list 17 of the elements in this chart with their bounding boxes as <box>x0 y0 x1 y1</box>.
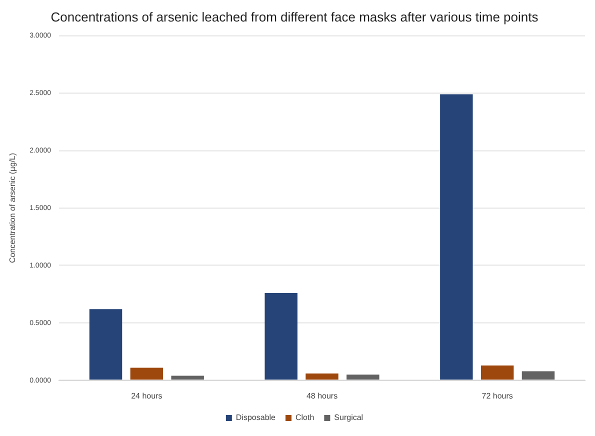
legend-label: Surgical <box>334 413 364 422</box>
bar <box>480 365 514 380</box>
bar <box>306 374 338 380</box>
bar <box>130 368 164 380</box>
legend-label: Cloth <box>296 413 314 422</box>
x-tick-label: 48 hours <box>306 391 338 400</box>
bar <box>264 293 298 380</box>
bar <box>89 309 122 380</box>
x-tick-label: 72 hours <box>482 391 513 400</box>
x-tick-label: 24 hours <box>131 391 162 400</box>
bar <box>171 376 204 380</box>
chart-title: Concentrations of arsenic leached from different face masks after various time points <box>50 9 539 24</box>
y-axis-title: Concentration of arsenic (µg/L) <box>8 152 18 263</box>
legend-label: Disposable <box>236 413 276 422</box>
bar <box>440 94 473 380</box>
bar <box>346 374 380 380</box>
bar <box>522 371 555 380</box>
